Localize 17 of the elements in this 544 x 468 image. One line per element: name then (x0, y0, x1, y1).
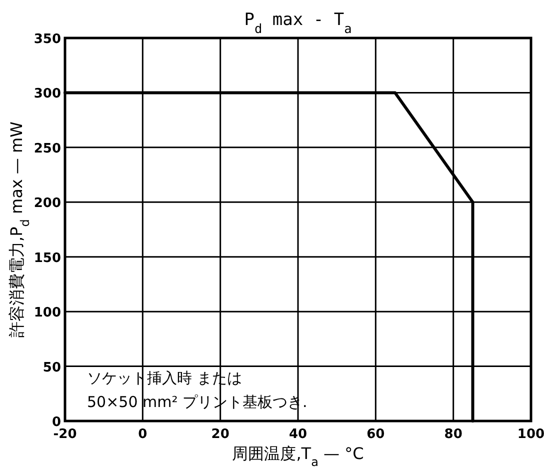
y-tick-label: 0 (52, 415, 61, 430)
y-tick-label: 150 (34, 250, 61, 266)
x-axis-title: 周囲温度,T$_{a}$ — °C (232, 444, 364, 468)
chart-title: P$_{d}$ max - T$_{a}$ (244, 10, 352, 36)
y-tick-label: 50 (42, 360, 61, 376)
x-tick-label: 100 (517, 427, 544, 442)
y-tick-label: 100 (34, 306, 61, 321)
y-tick-label: 350 (34, 32, 61, 47)
x-tick-label: 60 (366, 427, 385, 442)
y-tick-label: 300 (34, 86, 61, 102)
y-tick-label: 250 (34, 141, 61, 156)
x-tick-label: 80 (444, 427, 462, 442)
x-tick-label: 0 (138, 427, 148, 442)
x-tick-label: 40 (288, 427, 308, 442)
x-tick-label: -20 (53, 427, 77, 442)
x-tick-label: 20 (211, 427, 230, 442)
y-tick-label: 200 (34, 196, 61, 212)
